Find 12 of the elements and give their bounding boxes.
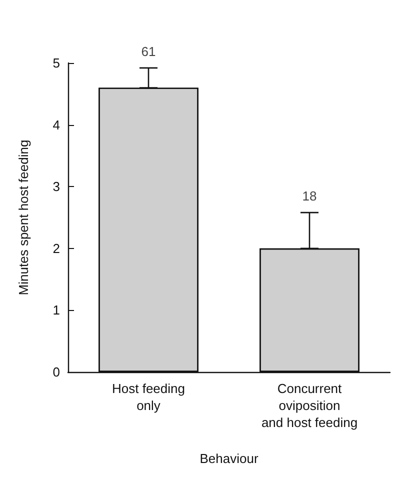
- y-tick-label: 5: [52, 56, 60, 70]
- x-axis-title: Behaviour: [200, 451, 259, 466]
- annotation: 61: [141, 44, 156, 59]
- y-tick-label: 1: [52, 302, 60, 318]
- y-axis-title: Minutes spent host feeding: [16, 140, 31, 296]
- y-tick-label: 0: [52, 364, 60, 380]
- annotation: 18: [302, 188, 317, 204]
- y-tick-label: 3: [52, 179, 60, 194]
- y-tick-label: 4: [52, 117, 60, 132]
- y-tick-label: 2: [52, 240, 60, 256]
- x-tick-label: Concurrent oviposition and host feeding: [261, 381, 358, 430]
- x-tick-label: Host feeding only: [112, 381, 185, 413]
